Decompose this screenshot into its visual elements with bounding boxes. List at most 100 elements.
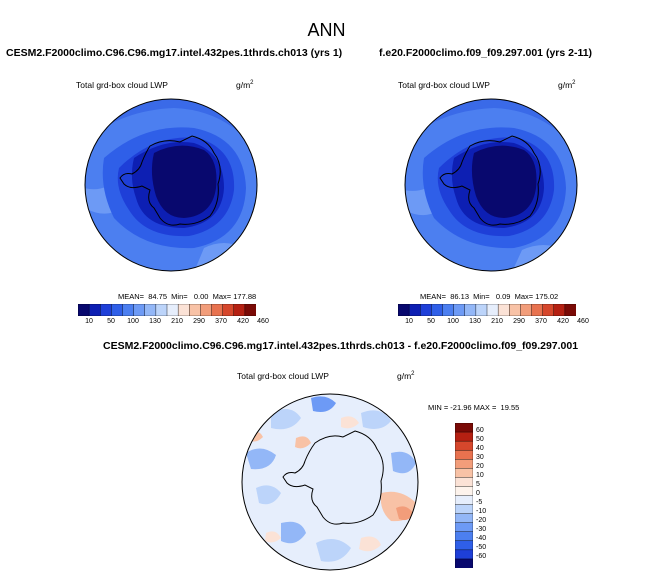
colorbar-swatch (398, 304, 410, 316)
cb2-label: 370 (535, 318, 547, 325)
colorbar-swatch (244, 304, 256, 316)
colorbar-swatch (122, 304, 135, 316)
cb3-label: 40 (476, 445, 484, 452)
cb3-label: -60 (476, 553, 487, 560)
panel3-case-title: CESM2.F2000climo.C96.C96.mg17.intel.432p… (103, 340, 579, 352)
colorbar-swatch (455, 468, 473, 478)
figure-title: ANN (307, 20, 346, 40)
panel3-stats: MIN = -21.96 MAX = 19.55 (428, 403, 520, 412)
cb2-label: 460 (577, 318, 589, 325)
cb1-label: 460 (257, 318, 269, 325)
panel2-case-title: f.e20.F2000climo.f09_f09.297.001 (yrs 2-… (379, 47, 593, 59)
colorbar-swatch (200, 304, 213, 316)
panel3-unit: g/m2 (397, 371, 415, 381)
colorbar-swatch (464, 304, 477, 316)
colorbar-swatch (177, 304, 190, 316)
cb1-label: 50 (107, 318, 115, 325)
colorbar-swatch (455, 449, 473, 460)
panel2-subtitle: Total grd-box cloud LWP (398, 80, 490, 90)
cb1-label: 100 (127, 318, 139, 325)
panel3-subtitle: Total grd-box cloud LWP (237, 371, 329, 381)
cb3-label: -5 (476, 499, 483, 506)
panel3-colorbar (455, 423, 473, 568)
colorbar-swatch (455, 504, 473, 515)
panel2-colorbar-labels: 10 50 100 130 210 290 370 420 460 (398, 318, 589, 328)
colorbar-swatch (100, 304, 112, 316)
cb2-label: 10 (405, 318, 413, 325)
cb3-label: -30 (476, 526, 487, 533)
colorbar-swatch (233, 304, 246, 316)
colorbar-swatch (475, 304, 488, 316)
panel1-colorbar-labels: 10 50 100 130 210 290 370 420 460 (78, 318, 269, 328)
panel1-unit: g/m2 (236, 80, 254, 90)
colorbar-swatch (166, 304, 179, 316)
cb2-label: 50 (427, 318, 435, 325)
panel2-unit: g/m2 (558, 80, 576, 90)
colorbar-swatch (553, 304, 566, 316)
panel2-map (404, 98, 578, 272)
cb2-label: 130 (469, 318, 481, 325)
panel2-stats: MEAN= 86.13 Min= 0.09 Max= 175.02 (420, 292, 559, 301)
cb1-label: 290 (193, 318, 205, 325)
cb3-label: 5 (476, 481, 480, 488)
colorbar-swatch (455, 522, 473, 533)
panel3-map (241, 393, 419, 571)
cb3-label: 50 (476, 436, 484, 443)
cb1-label: 420 (237, 318, 249, 325)
colorbar-swatch (211, 304, 224, 316)
colorbar-swatch (111, 304, 124, 316)
colorbar-swatch (455, 549, 473, 560)
colorbar-swatch (542, 304, 555, 316)
colorbar-swatch (442, 304, 455, 316)
cb3-label: 60 (476, 427, 484, 434)
cb3-label: -40 (476, 535, 487, 542)
colorbar-swatch (431, 304, 444, 316)
panel1-map (84, 98, 258, 272)
panel1-case-title: CESM2.F2000climo.C96.C96.mg17.intel.432p… (6, 47, 343, 59)
cb2-label: 420 (557, 318, 569, 325)
colorbar-swatch (455, 513, 473, 524)
colorbar-swatch (564, 304, 576, 316)
panel1-colorbar (78, 304, 256, 316)
colorbar-swatch (455, 540, 473, 551)
colorbar-swatch (486, 304, 499, 316)
cb2-label: 210 (491, 318, 503, 325)
cb1-label: 130 (149, 318, 161, 325)
panel1-subtitle: Total grd-box cloud LWP (76, 80, 168, 90)
cb3-label: 30 (476, 454, 484, 461)
colorbar-swatch (455, 495, 473, 506)
colorbar-swatch (455, 558, 473, 568)
colorbar-swatch (455, 477, 473, 487)
cb3-label: -10 (476, 508, 487, 515)
cb3-label: -50 (476, 544, 487, 551)
panel3-colorbar-labels: 60 50 40 30 20 10 5 0 -5 -10 -20 -30 -40… (476, 420, 506, 570)
colorbar-swatch (144, 304, 157, 316)
colorbar-swatch (408, 304, 421, 316)
panel1-stats: MEAN= 84.75 Min= 0.00 Max= 177.88 (118, 292, 257, 301)
cb2-label: 290 (513, 318, 525, 325)
colorbar-swatch (455, 431, 473, 442)
cb2-label: 100 (447, 318, 459, 325)
colorbar-swatch (497, 304, 510, 316)
colorbar-swatch (455, 459, 473, 469)
cb1-label: 10 (85, 318, 93, 325)
cb1-label: 210 (171, 318, 183, 325)
cb3-label: 0 (476, 490, 480, 497)
cb3-label: 10 (476, 472, 484, 479)
colorbar-swatch (78, 304, 90, 316)
colorbar-swatch (453, 304, 466, 316)
cb3-label: -20 (476, 517, 487, 524)
cb3-label: 20 (476, 463, 484, 470)
colorbar-swatch (133, 304, 146, 316)
colorbar-swatch (420, 304, 432, 316)
colorbar-swatch (531, 304, 544, 316)
cb1-label: 370 (215, 318, 227, 325)
panel2-colorbar (398, 304, 576, 316)
colorbar-swatch (455, 486, 473, 496)
colorbar-swatch (189, 304, 201, 316)
colorbar-swatch (222, 304, 235, 316)
colorbar-swatch (455, 440, 473, 451)
colorbar-swatch (520, 304, 533, 316)
colorbar-swatch (455, 531, 473, 542)
colorbar-swatch (509, 304, 521, 316)
